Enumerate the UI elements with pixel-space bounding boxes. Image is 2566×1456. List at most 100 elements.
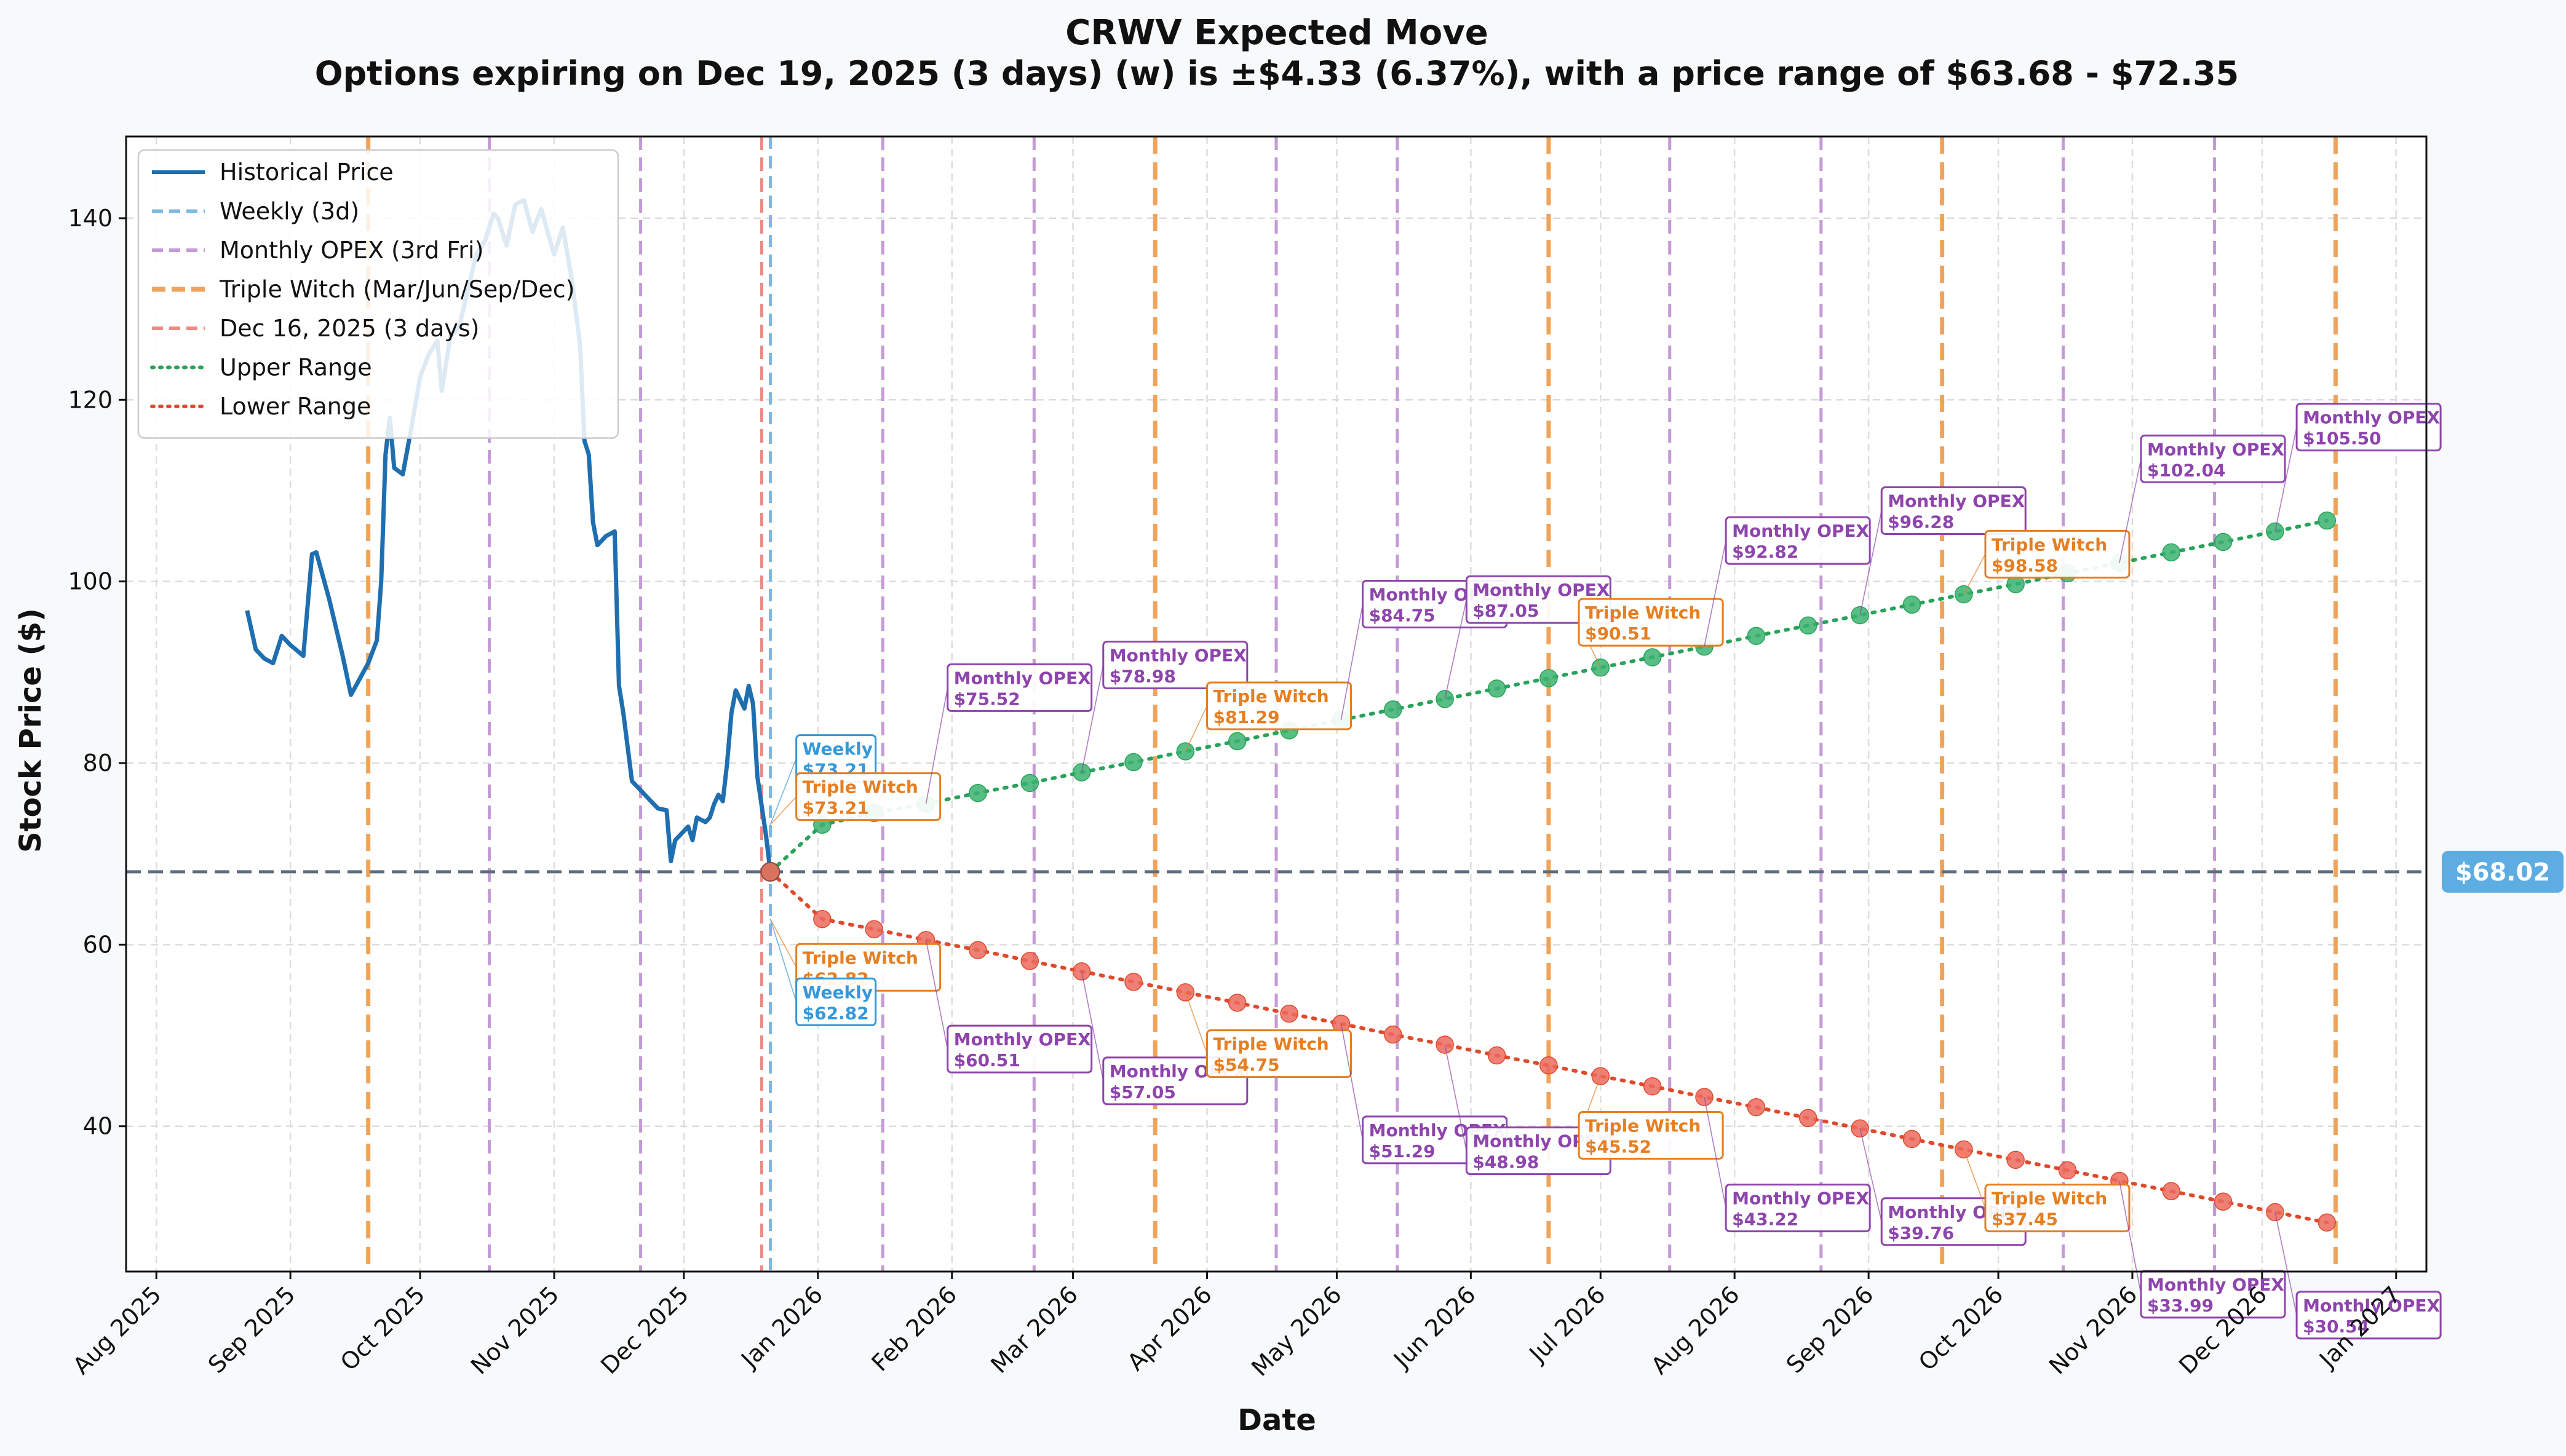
lower-range-point — [865, 920, 883, 938]
annotation-title: Monthly OPEX — [2303, 1296, 2440, 1316]
lower-range-point — [2214, 1192, 2233, 1211]
annotation-value: $48.98 — [1472, 1152, 1539, 1173]
annotation-box — [947, 1024, 1093, 1074]
annotation-leader — [1963, 553, 1986, 595]
lower-range-point — [2162, 1182, 2180, 1201]
annotation-box — [1206, 681, 1353, 730]
annotation-value: $96.28 — [1888, 512, 1954, 532]
y-tick-label: 80 — [83, 750, 113, 777]
current-price-point — [760, 861, 781, 882]
annotation-title: Triple Witch — [803, 777, 918, 797]
x-tick-label: Jun 2026 — [1388, 1281, 1480, 1374]
annotation-value: $73.21 — [803, 798, 869, 818]
upper-range-point — [969, 783, 987, 802]
annotation-box — [1206, 1029, 1353, 1078]
annotation-value: $92.82 — [1732, 542, 1798, 562]
x-tick-label: Mar 2026 — [985, 1281, 1083, 1379]
upper-range-point — [1539, 669, 1558, 687]
annotation-title: Triple Witch — [1992, 534, 2107, 555]
lower-range-point — [1228, 994, 1247, 1012]
upper-range-point — [1020, 774, 1039, 793]
upper-range-point — [1124, 753, 1143, 772]
annotation-title: Triple Witch — [1213, 686, 1329, 706]
annotation-leader — [2119, 459, 2142, 563]
upper-range-point — [2318, 511, 2337, 530]
annotation-leader — [925, 687, 948, 804]
annotation-value: $102.04 — [2147, 460, 2226, 480]
lower-range-point — [1280, 1004, 1298, 1023]
lower-range-point — [1487, 1046, 1506, 1065]
annotation-value: $51.29 — [1369, 1141, 1436, 1161]
x-tick-label: Aug 2026 — [1646, 1281, 1745, 1380]
annotation-value: $105.50 — [2303, 429, 2381, 449]
upper-range-point — [1747, 627, 1766, 645]
annotation-title: Weekly — [803, 739, 873, 759]
annotation-box — [1725, 1184, 1871, 1233]
lower-range-point — [1643, 1077, 1662, 1096]
x-tick-label: Apr 2026 — [1122, 1281, 1217, 1376]
annotation-value: $84.75 — [1369, 606, 1436, 626]
legend-entry-label: Triple Witch (Mar/Jun/Sep/Dec) — [219, 276, 574, 303]
lower-range-point — [2058, 1161, 2077, 1180]
y-tick-label: 100 — [68, 568, 113, 595]
annotation-title: Monthly OPEX — [954, 668, 1091, 688]
annotation-box — [1984, 1184, 2131, 1233]
annotation-value: $98.58 — [1992, 555, 2058, 576]
legend-entry-label: Historical Price — [220, 159, 394, 186]
annotation-box — [1578, 1110, 1724, 1160]
legend-entry-label: Lower Range — [220, 393, 371, 420]
annotation-leader — [1444, 599, 1468, 700]
annotation-box — [1102, 640, 1249, 689]
annotation-value: $57.05 — [1110, 1082, 1176, 1102]
annotation-title: Monthly OPEX — [1732, 521, 1869, 541]
annotation-title: Triple Witch — [1585, 1115, 1701, 1136]
annotation-value: $87.05 — [1472, 601, 1539, 621]
annotation-box — [1880, 486, 2027, 535]
annotation-value: $81.29 — [1213, 707, 1280, 727]
annotation-leader — [1704, 1097, 1726, 1208]
annotation-title: Triple Witch — [1213, 1034, 1329, 1054]
annotation-leader — [1340, 1023, 1364, 1141]
upper-range-point — [1643, 648, 1662, 667]
plot-frame — [125, 135, 2428, 1273]
upper-range-point — [1798, 616, 1817, 635]
x-tick-label: Sep 2026 — [1781, 1281, 1879, 1379]
annotation-leader — [1081, 665, 1104, 773]
annotation-box — [947, 663, 1093, 712]
annotation-leader — [1340, 604, 1364, 720]
annotation-leader — [1963, 1149, 1986, 1208]
upper-range-point — [1902, 595, 1921, 614]
upper-range-point — [1487, 679, 1506, 698]
x-tick-label: Feb 2026 — [866, 1281, 962, 1377]
annotation-leader — [769, 758, 797, 825]
lower-range-point — [2006, 1150, 2025, 1169]
x-tick-label: May 2026 — [1246, 1281, 1347, 1382]
annotation-leader — [1859, 1128, 1882, 1222]
legend-entry-label: Upper Range — [220, 354, 372, 381]
legend-box — [137, 149, 619, 439]
annotation-title: Triple Witch — [1992, 1189, 2107, 1209]
annotation-title: Monthly OPEX — [1110, 645, 1247, 665]
chart-title: CRWV Expected Move — [1065, 13, 1488, 53]
lower-range-point — [969, 941, 987, 959]
x-tick-label: Nov 2026 — [2044, 1281, 2142, 1379]
annotation-leader — [2274, 1212, 2297, 1316]
annotation-value: $43.22 — [1732, 1209, 1798, 1230]
upper-range-point — [1228, 732, 1247, 751]
annotation-box — [2140, 434, 2286, 483]
annotation-value: $39.76 — [1888, 1223, 1954, 1243]
annotation-value: $37.45 — [1992, 1209, 2058, 1230]
lower-range-point — [1902, 1130, 1921, 1149]
lower-range-point — [813, 909, 832, 928]
current-price-label: $68.02 — [2455, 858, 2550, 887]
annotation-leader — [2274, 427, 2297, 532]
annotation-title: Weekly — [803, 982, 873, 1002]
lower-range-point — [2318, 1213, 2337, 1232]
lower-range-point — [1124, 973, 1143, 991]
legend-entry-label: Dec 16, 2025 (3 days) — [220, 315, 480, 342]
annotation-value: $75.52 — [954, 689, 1020, 709]
legend: Historical Price Weekly (3d) Monthly OPEX … — [137, 149, 619, 439]
annotation-box — [2295, 403, 2442, 452]
annotation-box — [1725, 516, 1871, 565]
